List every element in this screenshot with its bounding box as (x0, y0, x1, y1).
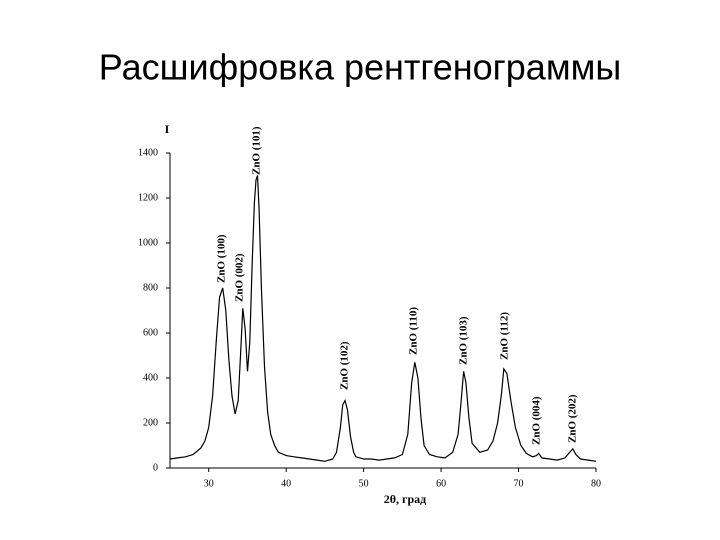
x-tick-label: 70 (514, 478, 524, 489)
y-tick-label: 600 (143, 327, 158, 338)
peak-annotation: ZnO (101) (251, 126, 263, 175)
x-tick-label: 60 (436, 478, 446, 489)
x-tick-label: 50 (359, 478, 369, 489)
peak-annotation: ZnO (202) (567, 394, 579, 443)
y-tick-label: 400 (143, 372, 158, 383)
peak-annotation: ZnO (112) (499, 312, 511, 360)
y-tick-label: 1200 (138, 192, 158, 203)
peak-annotation: ZnO (103) (458, 316, 470, 365)
y-tick-label: 1400 (138, 147, 158, 158)
x-tick-label: 40 (281, 478, 291, 489)
peak-annotation: ZnO (002) (234, 253, 246, 302)
xrd-line (169, 175, 597, 462)
slide-title: Расшифровка рентгенограммы (99, 47, 621, 88)
peak-annotation: ZnO (100) (216, 234, 228, 283)
y-tick-label: 0 (153, 462, 158, 473)
x-axis-label: 2θ, град (384, 492, 426, 506)
y-axis-label: I (165, 122, 170, 136)
y-tick-label: 200 (143, 417, 158, 428)
y-tick-label: 800 (143, 282, 158, 293)
y-tick-label: 1000 (138, 237, 158, 248)
peak-annotation: ZnO (110) (408, 307, 420, 355)
peak-annotation: ZnO (102) (339, 341, 351, 390)
peak-annotation: ZnO (004) (531, 396, 543, 445)
x-tick-label: 30 (204, 478, 214, 489)
x-tick-label: 80 (591, 478, 601, 489)
